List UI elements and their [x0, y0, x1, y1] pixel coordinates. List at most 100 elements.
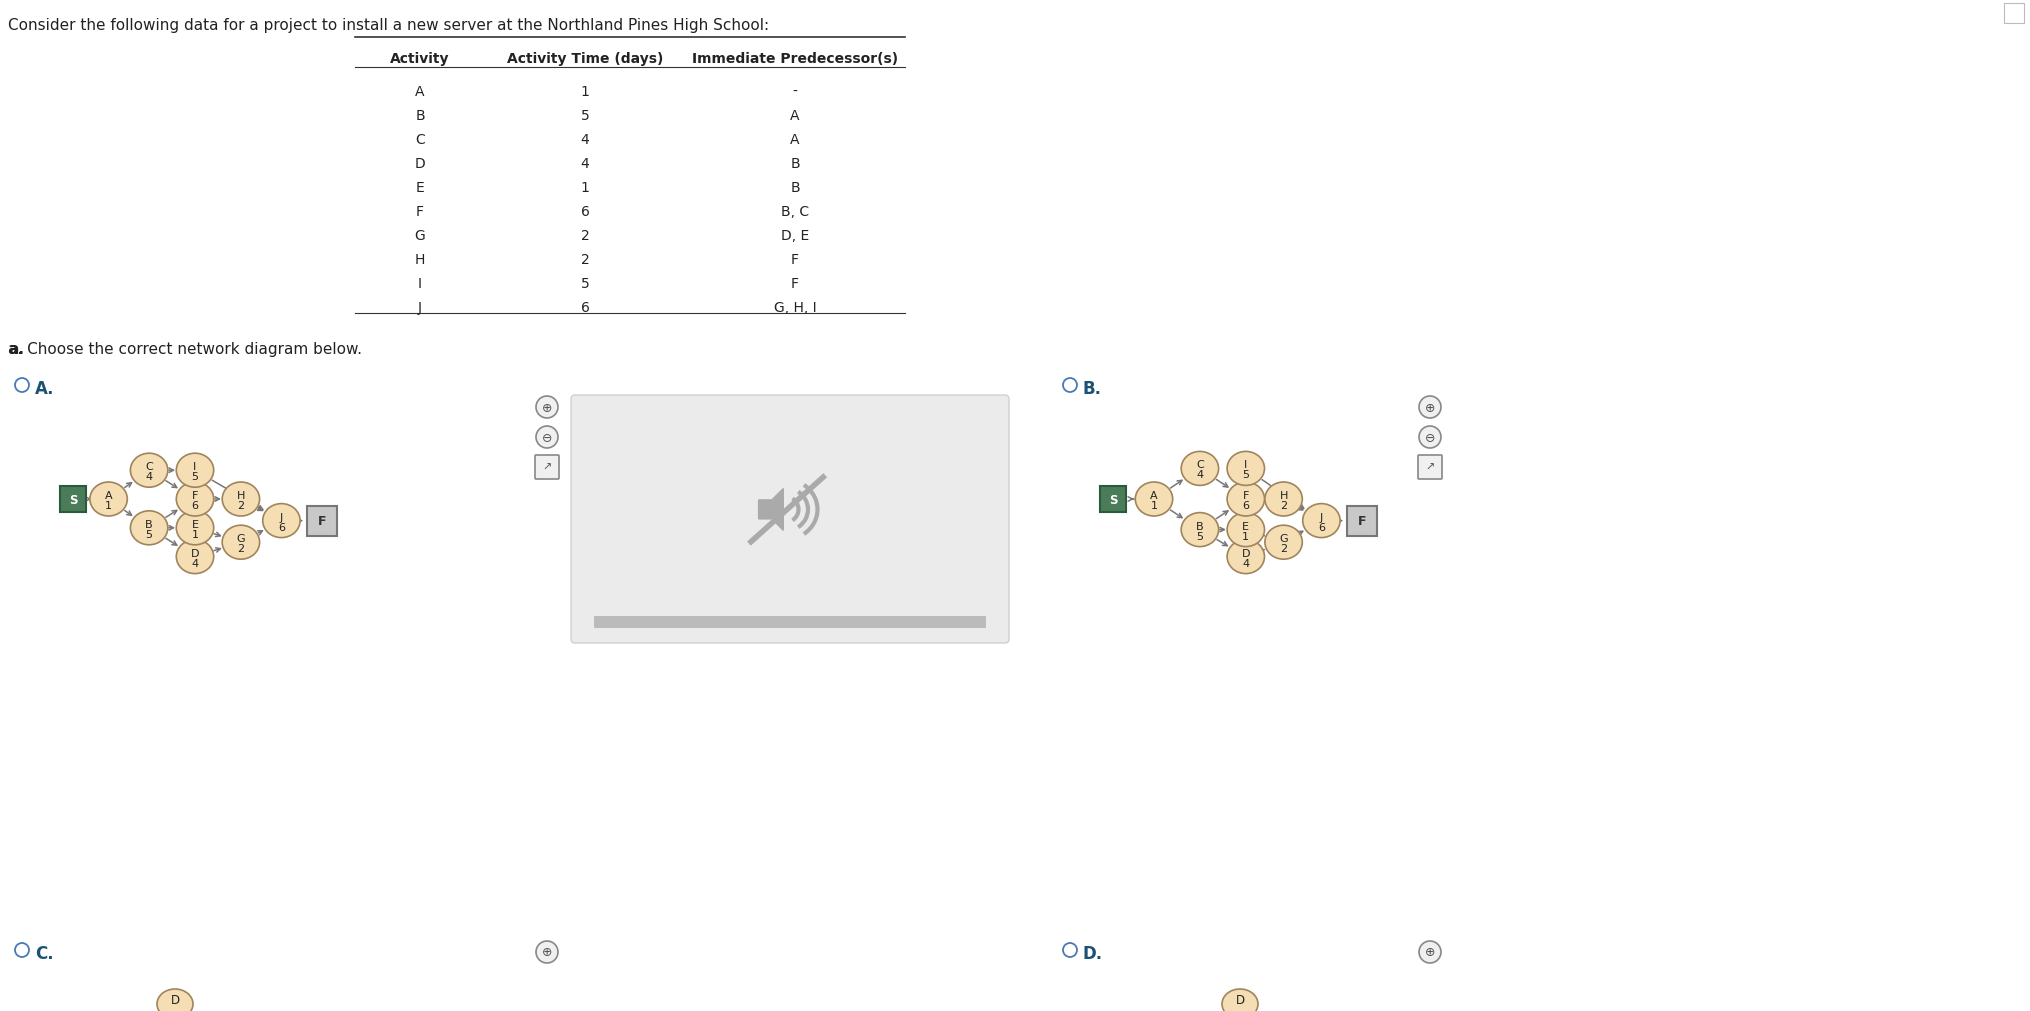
FancyBboxPatch shape: [570, 395, 1009, 643]
Ellipse shape: [221, 526, 260, 560]
Text: B.: B.: [1082, 379, 1102, 397]
Text: E: E: [416, 181, 424, 195]
Text: Activity: Activity: [390, 52, 451, 66]
FancyBboxPatch shape: [2004, 4, 2024, 24]
Text: ⊕: ⊕: [542, 401, 552, 415]
Text: B: B: [146, 520, 152, 530]
Ellipse shape: [1265, 526, 1303, 560]
Text: E: E: [1242, 521, 1248, 531]
Text: 2: 2: [1281, 500, 1287, 511]
Text: G, H, I: G, H, I: [773, 301, 816, 315]
Ellipse shape: [1226, 514, 1265, 547]
Ellipse shape: [1222, 989, 1259, 1011]
Circle shape: [14, 943, 28, 957]
Text: I: I: [1244, 460, 1246, 470]
FancyBboxPatch shape: [61, 486, 87, 513]
Text: S: S: [69, 493, 77, 506]
Text: H: H: [238, 490, 246, 500]
Text: Activity Time (days): Activity Time (days): [508, 52, 664, 66]
Ellipse shape: [130, 512, 168, 545]
Text: C: C: [414, 133, 424, 148]
Ellipse shape: [1181, 514, 1218, 547]
Text: B: B: [1196, 521, 1204, 531]
Text: ⊕: ⊕: [1425, 945, 1435, 958]
FancyBboxPatch shape: [1100, 486, 1127, 513]
Text: A: A: [790, 133, 800, 148]
Text: 2: 2: [1281, 544, 1287, 554]
Circle shape: [1419, 941, 1441, 963]
Text: G: G: [414, 229, 426, 243]
Text: I: I: [193, 462, 197, 472]
Text: ⊕: ⊕: [1425, 401, 1435, 415]
Text: 2: 2: [238, 544, 244, 554]
Text: 5: 5: [1242, 470, 1248, 480]
Text: 6: 6: [581, 205, 589, 219]
Text: ↗: ↗: [542, 463, 552, 472]
Circle shape: [536, 427, 558, 449]
FancyBboxPatch shape: [1346, 507, 1376, 536]
Text: ↗: ↗: [1425, 463, 1435, 472]
Text: 1: 1: [1242, 531, 1248, 541]
Text: 5: 5: [581, 277, 589, 291]
Text: F: F: [792, 253, 800, 267]
Ellipse shape: [177, 454, 213, 487]
Text: D: D: [414, 157, 426, 171]
Text: a.: a.: [8, 342, 24, 357]
Text: 4: 4: [146, 472, 152, 481]
Circle shape: [1064, 379, 1078, 392]
Text: H: H: [414, 253, 424, 267]
Text: F: F: [416, 205, 424, 219]
Text: D, E: D, E: [782, 229, 810, 243]
Text: 4: 4: [1196, 470, 1204, 480]
FancyBboxPatch shape: [595, 617, 987, 629]
Text: 1: 1: [581, 181, 589, 195]
FancyBboxPatch shape: [307, 507, 337, 536]
Text: 5: 5: [146, 530, 152, 539]
Text: 5: 5: [1196, 531, 1204, 541]
Text: A: A: [106, 490, 112, 500]
Text: 6: 6: [278, 522, 284, 532]
Circle shape: [536, 396, 558, 419]
Ellipse shape: [130, 454, 168, 487]
Text: 6: 6: [191, 500, 199, 511]
Text: 4: 4: [581, 133, 589, 148]
Text: 4: 4: [191, 558, 199, 568]
Text: C.: C.: [35, 944, 53, 962]
Text: a. Choose the correct network diagram below.: a. Choose the correct network diagram be…: [8, 342, 361, 357]
Text: A: A: [416, 85, 424, 99]
Ellipse shape: [1265, 482, 1303, 517]
Text: 1: 1: [191, 530, 199, 539]
Circle shape: [14, 379, 28, 392]
Text: C: C: [1196, 460, 1204, 470]
Text: J: J: [280, 513, 282, 522]
Text: 1: 1: [581, 85, 589, 99]
Text: C: C: [146, 462, 152, 472]
Text: B, C: B, C: [782, 205, 810, 219]
Ellipse shape: [177, 482, 213, 517]
Text: Immediate Predecessor(s): Immediate Predecessor(s): [692, 52, 897, 66]
Ellipse shape: [1181, 452, 1218, 486]
Text: 6: 6: [1317, 522, 1326, 532]
Text: I: I: [418, 277, 422, 291]
Text: 6: 6: [1242, 500, 1248, 511]
Ellipse shape: [177, 540, 213, 574]
Text: A: A: [790, 109, 800, 123]
Ellipse shape: [177, 512, 213, 545]
Text: Consider the following data for a project to install a new server at the Northla: Consider the following data for a projec…: [8, 18, 769, 33]
Text: D: D: [171, 994, 179, 1007]
FancyBboxPatch shape: [536, 456, 558, 479]
Ellipse shape: [221, 482, 260, 517]
Text: F: F: [317, 515, 327, 528]
Ellipse shape: [1226, 482, 1265, 517]
Circle shape: [1419, 396, 1441, 419]
Text: F: F: [792, 277, 800, 291]
Text: 4: 4: [1242, 558, 1248, 568]
Text: ⊕: ⊕: [542, 945, 552, 958]
Text: 2: 2: [581, 253, 589, 267]
Text: -: -: [792, 85, 798, 99]
Ellipse shape: [1135, 482, 1173, 517]
Text: 5: 5: [581, 109, 589, 123]
Text: A: A: [1151, 490, 1157, 500]
Text: J: J: [1320, 513, 1324, 522]
FancyBboxPatch shape: [1419, 456, 1441, 479]
